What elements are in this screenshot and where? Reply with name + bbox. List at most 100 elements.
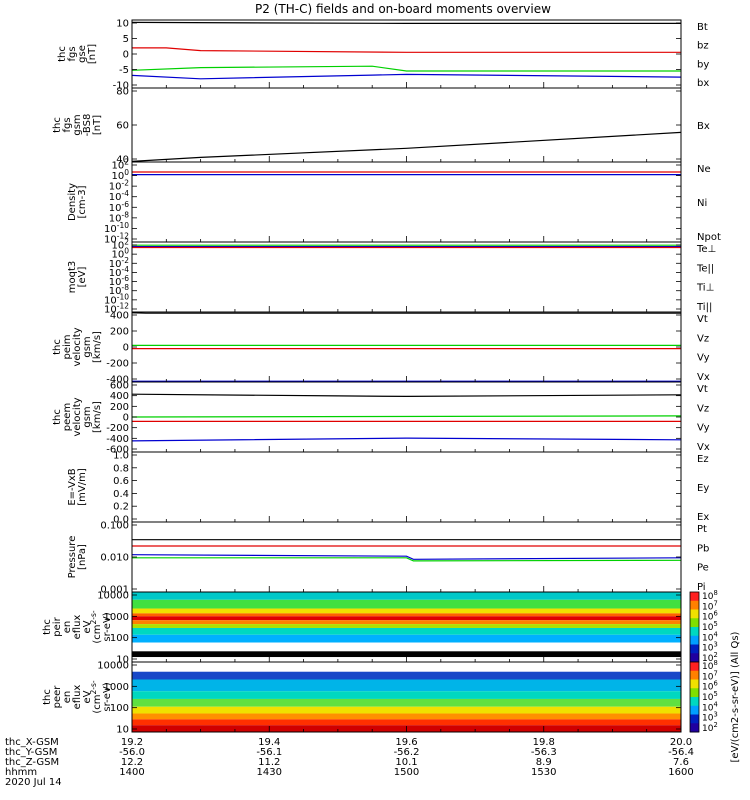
panel-frame (131, 87, 682, 163)
colorbar-segment (690, 627, 699, 637)
y-tick-label: 5 (123, 34, 129, 45)
x-tick-label: 11.2 (258, 757, 280, 768)
spectrogram-band (132, 627, 681, 635)
panel-7: 1.00.8 0.6 0.4 0.2 0.0 E=-VxB [mV/m] Ez Ey Ex (67, 451, 709, 526)
x-tick-label: 20.0 (670, 737, 692, 748)
y-tick-label: 10-6 (109, 274, 129, 288)
y-tick-label: 0.4 (113, 489, 129, 500)
y-tick-label: -400 (106, 434, 129, 445)
y-tick-label: 10-10 (104, 221, 129, 235)
y-tick-label: 400 (110, 311, 129, 322)
x-tick-label: -56.3 (531, 747, 557, 758)
y-tick-label: -600 (106, 445, 129, 456)
colorbar-segment (690, 618, 699, 628)
y-tick-label: 100 (111, 247, 129, 261)
colorbar-segment (690, 635, 699, 645)
legend-label: bx (697, 78, 709, 89)
y-tick-label: 102 (111, 158, 129, 172)
y-axis-label: peir (52, 616, 63, 636)
y-tick-label: 0.010 (100, 553, 129, 564)
legend-label: Pt (697, 524, 707, 535)
spectrogram-band (132, 671, 681, 680)
colorbar-frame (689, 661, 700, 733)
series-line-red (132, 47, 681, 53)
y-tick-label: 10-12 (104, 302, 129, 316)
y-tick-label: 60 (116, 121, 129, 132)
panel-frame (131, 19, 682, 89)
figure-title: P2 (TH-C) fields and on-board moments ov… (255, 2, 551, 16)
x-row-label: hhmm (5, 767, 37, 778)
y-tick-label: 10-10 (104, 292, 129, 306)
y-axis-label: en (62, 691, 73, 704)
x-tick-label: 1500 (394, 767, 419, 778)
series-line-black (131, 393, 682, 398)
spectrogram-band (132, 634, 681, 643)
legend-label: Pb (697, 543, 709, 554)
y-tick-label: 1000 (104, 612, 129, 623)
legend-label: Pe (697, 563, 709, 574)
legend-label: Vt (697, 384, 708, 395)
colorbar-segment (690, 714, 699, 724)
y-tick-label: 10-4 (109, 265, 129, 279)
x-axis-labels: 19.2-56.012.2140019.4-56.111.2143019.6-5… (5, 737, 694, 788)
y-axis-label: [cm-3] (77, 185, 88, 218)
y-axis-label: Density (67, 183, 78, 221)
legend-label: Vt (697, 314, 708, 325)
colorbar-label: [eV/(cm2-s-sr-eV)] (All Qs) (730, 631, 741, 762)
series-line-blue (131, 437, 682, 442)
y-tick-label: 0.6 (113, 476, 129, 487)
x-tick-label: 19.4 (258, 737, 280, 748)
y-axis-label: peer (52, 685, 63, 709)
y-tick-label: 0.001 (100, 585, 129, 596)
y-tick-label: -200 (106, 423, 129, 434)
spectrogram-band (132, 662, 681, 672)
y-axis-label: [km/s] (92, 331, 103, 363)
y-axis-label: [nT] (92, 115, 103, 135)
x-tick-label: 10.1 (395, 757, 417, 768)
y-axis-label: velocity (72, 327, 83, 366)
colorbar-tick-label: 103 (702, 641, 718, 654)
x-tick-label: 12.2 (121, 757, 143, 768)
y-axis-label: Pressure (67, 536, 78, 579)
colorbar-tick-label: 108 (702, 589, 718, 602)
spectrogram-band (132, 698, 681, 707)
y-tick-label: 1.0 (113, 451, 129, 462)
y-axis-label: eflux (72, 615, 83, 640)
x-tick-label: -56.2 (394, 747, 420, 758)
y-axis-label: eV (82, 620, 93, 633)
spectrogram-band (132, 679, 681, 692)
legend-label: Ti⊥ (696, 283, 714, 294)
legend-label: Ex (697, 512, 709, 523)
y-tick-label: 200 (110, 402, 129, 413)
y-tick-label: 200 (110, 327, 129, 338)
y-tick-label: -400 (106, 375, 129, 386)
y-axis-label: E=-VxB (67, 468, 78, 505)
y-axis-label: (cm2-s- (89, 680, 103, 714)
y-axis-label: (cm2-s- (89, 610, 103, 644)
colorbar-tick-label: 105 (702, 690, 718, 703)
legend-label: Vz (697, 333, 709, 344)
series-line-blue (131, 73, 682, 80)
legend-label: Te⊥ (696, 244, 716, 255)
colorbar-tick-label: 107 (702, 669, 718, 682)
spectrogram-band (132, 719, 681, 726)
legend-label: Vx (697, 442, 710, 453)
spectrogram-band (132, 592, 681, 600)
y-tick-label: 10 (116, 725, 129, 736)
legend-label: Bt (697, 22, 708, 33)
colorbar-segment (690, 688, 699, 698)
y-tick-label: 10-8 (109, 283, 129, 297)
y-tick-label: 80 (116, 87, 129, 98)
colorbar-tick-label: 106 (702, 680, 718, 693)
series-line-black (131, 21, 681, 24)
spectrogram-band (132, 620, 681, 625)
legend-label: Ni (697, 198, 707, 209)
x-tick-label: 1400 (119, 767, 144, 778)
y-axis-label: thc (52, 409, 63, 425)
y-tick-label: -200 (106, 359, 129, 370)
